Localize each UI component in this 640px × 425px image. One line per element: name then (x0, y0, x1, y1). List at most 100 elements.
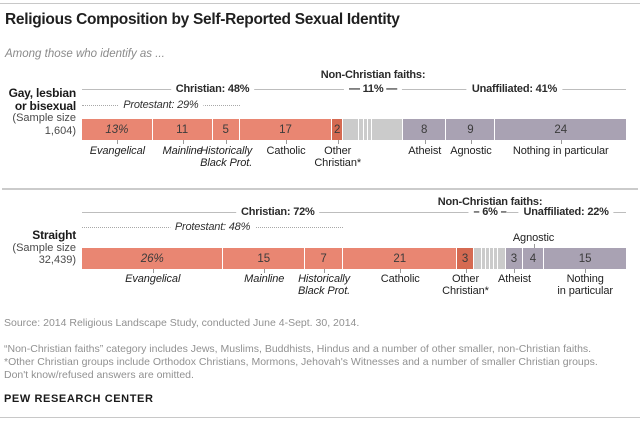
leader-tick (533, 244, 535, 248)
bracket-non-christian: — 11% — (343, 83, 403, 96)
leader-tick (226, 140, 228, 144)
bar-segment-other-christian: 3 (457, 248, 473, 269)
segment-label-line: Atheist (498, 273, 531, 285)
bracket-label: Christian: 48% (170, 83, 255, 96)
leader-tick (560, 140, 562, 144)
segment-label-line: Black Prot. (200, 156, 253, 169)
group-label: Gay, lesbian (8, 86, 77, 100)
segment-label: Mainline (244, 273, 285, 286)
leader-tick (117, 140, 119, 144)
bar-segment-historically-black-protestant: 5 (212, 119, 239, 140)
segment-label: Catholic (380, 273, 420, 286)
non-christian-stripe (498, 248, 506, 269)
segment-label-line: Agnostic (450, 145, 492, 157)
bracket-label: – 6% – (468, 206, 512, 219)
footnote-non-christian: “Non-Christian faiths” category includes… (4, 343, 592, 355)
bracket-christian: Christian: 72% (82, 206, 474, 219)
non-christian-stripe (485, 248, 489, 269)
segment-value: 21 (393, 252, 407, 265)
segment-label-line: Catholic (380, 273, 420, 285)
segment-value: 2 (333, 123, 341, 136)
group-label: or bisexual (14, 98, 76, 113)
segment-label-line: Atheist (408, 145, 442, 157)
leader-tick (264, 269, 266, 273)
segment-label: Nothing in particular (557, 273, 613, 297)
segment-label-line: Agnostic (512, 232, 555, 244)
bar-segment-non-christian-faiths (473, 248, 506, 269)
bar-segment-atheist: 8 (402, 119, 446, 140)
bar-segment-nothing-in-particular: 24 (495, 119, 626, 140)
bar-segment-mainline: 15 (223, 248, 305, 269)
segment-value: 3 (510, 252, 518, 265)
segment-label-line: Historically (200, 145, 253, 157)
bracket-protestant: Protestant: 48% (82, 221, 344, 234)
segment-label: Other Christian* (442, 273, 489, 297)
bar-segment-historically-black-protestant: 7 (305, 248, 343, 269)
bracket-unaffiliated: Unaffiliated: 41% (402, 83, 626, 96)
bar-segment-agnostic: 9 (446, 119, 495, 140)
bracket-label: Unaffiliated: 41% (466, 83, 563, 96)
segment-label: Mainline (162, 145, 203, 158)
bottom-rule (0, 417, 640, 418)
bracket-label: Unaffiliated: 22% (518, 206, 614, 219)
leader-tick (324, 269, 326, 273)
segment-value: 5 (222, 123, 229, 136)
bracket-label: — 11% — (343, 83, 403, 96)
bracket-unaffiliated: Unaffiliated: 22% (506, 206, 626, 219)
segment-label-line: Mainline (162, 145, 203, 157)
footnote-dont-know: Don't know/refused answers are omitted. (4, 369, 194, 381)
footnotes: “Non-Christian faiths” category includes… (4, 343, 598, 382)
segment-value: 7 (320, 252, 327, 265)
non-christian-faiths-title: Non-Christian faiths: (320, 69, 426, 81)
non-christian-stripe (494, 248, 498, 269)
sample-size: (Sample size (12, 241, 76, 254)
bar-segment-atheist: 3 (506, 248, 522, 269)
bar-segment-nothing-in-particular: 15 (544, 248, 626, 269)
segment-label: Nothing in particular (512, 145, 609, 158)
non-christian-stripe (368, 119, 372, 140)
segment-value: 4 (529, 252, 537, 265)
sample-size: (Sample size (12, 112, 76, 124)
non-christian-stripe (363, 119, 368, 140)
bar-segment-catholic: 17 (239, 119, 332, 140)
segment-value: 15 (578, 252, 592, 265)
bar-segment-evangelical: 26% (82, 248, 223, 269)
bracket-christian: Christian: 48% (82, 83, 344, 96)
segment-label-line: Christian* (314, 156, 362, 169)
leader-tick (470, 140, 472, 144)
group-label-block: Straight (Sample size 32,439) (0, 229, 76, 267)
bar-segment-catholic: 21 (343, 248, 457, 269)
segment-label-line: Catholic (266, 145, 306, 157)
leader-tick (514, 269, 516, 273)
segment-value: 26% (140, 252, 164, 265)
segment-label: Evangelical (90, 145, 145, 158)
leader-tick (152, 269, 154, 273)
segment-label-line: Nothing in particular (512, 145, 609, 157)
segment-label: Atheist (498, 273, 531, 286)
leader-tick (424, 140, 426, 144)
bracket-non-christian: – 6% – (468, 206, 512, 219)
segment-value: 3 (461, 252, 469, 265)
segment-value: 17 (279, 123, 292, 136)
leader-tick (585, 269, 587, 273)
chart-title: Religious Composition by Self-Reported S… (5, 11, 400, 28)
segment-value: 8 (421, 123, 428, 136)
bracket-label: Protestant: 48% (169, 221, 256, 234)
segment-label-line: Other (452, 273, 480, 285)
segment-label-line: in particular (557, 284, 613, 297)
leader-tick (286, 140, 287, 144)
segment-label: Evangelical (125, 273, 181, 286)
leader-tick (337, 140, 339, 144)
segment-label-line: Historically (298, 273, 351, 285)
segment-value: 15 (257, 252, 271, 265)
segment-label-line: Mainline (244, 273, 285, 285)
non-christian-stripe (372, 119, 402, 140)
bar-segment-agnostic: 4 (522, 248, 544, 269)
leader-tick (465, 269, 467, 273)
non-christian-stripe (481, 248, 485, 269)
segment-label-line: Evangelical (125, 273, 181, 285)
segment-label: Other Christian* (314, 145, 362, 169)
chart-divider (2, 188, 638, 190)
bar-segment-mainline: 11 (152, 119, 212, 140)
